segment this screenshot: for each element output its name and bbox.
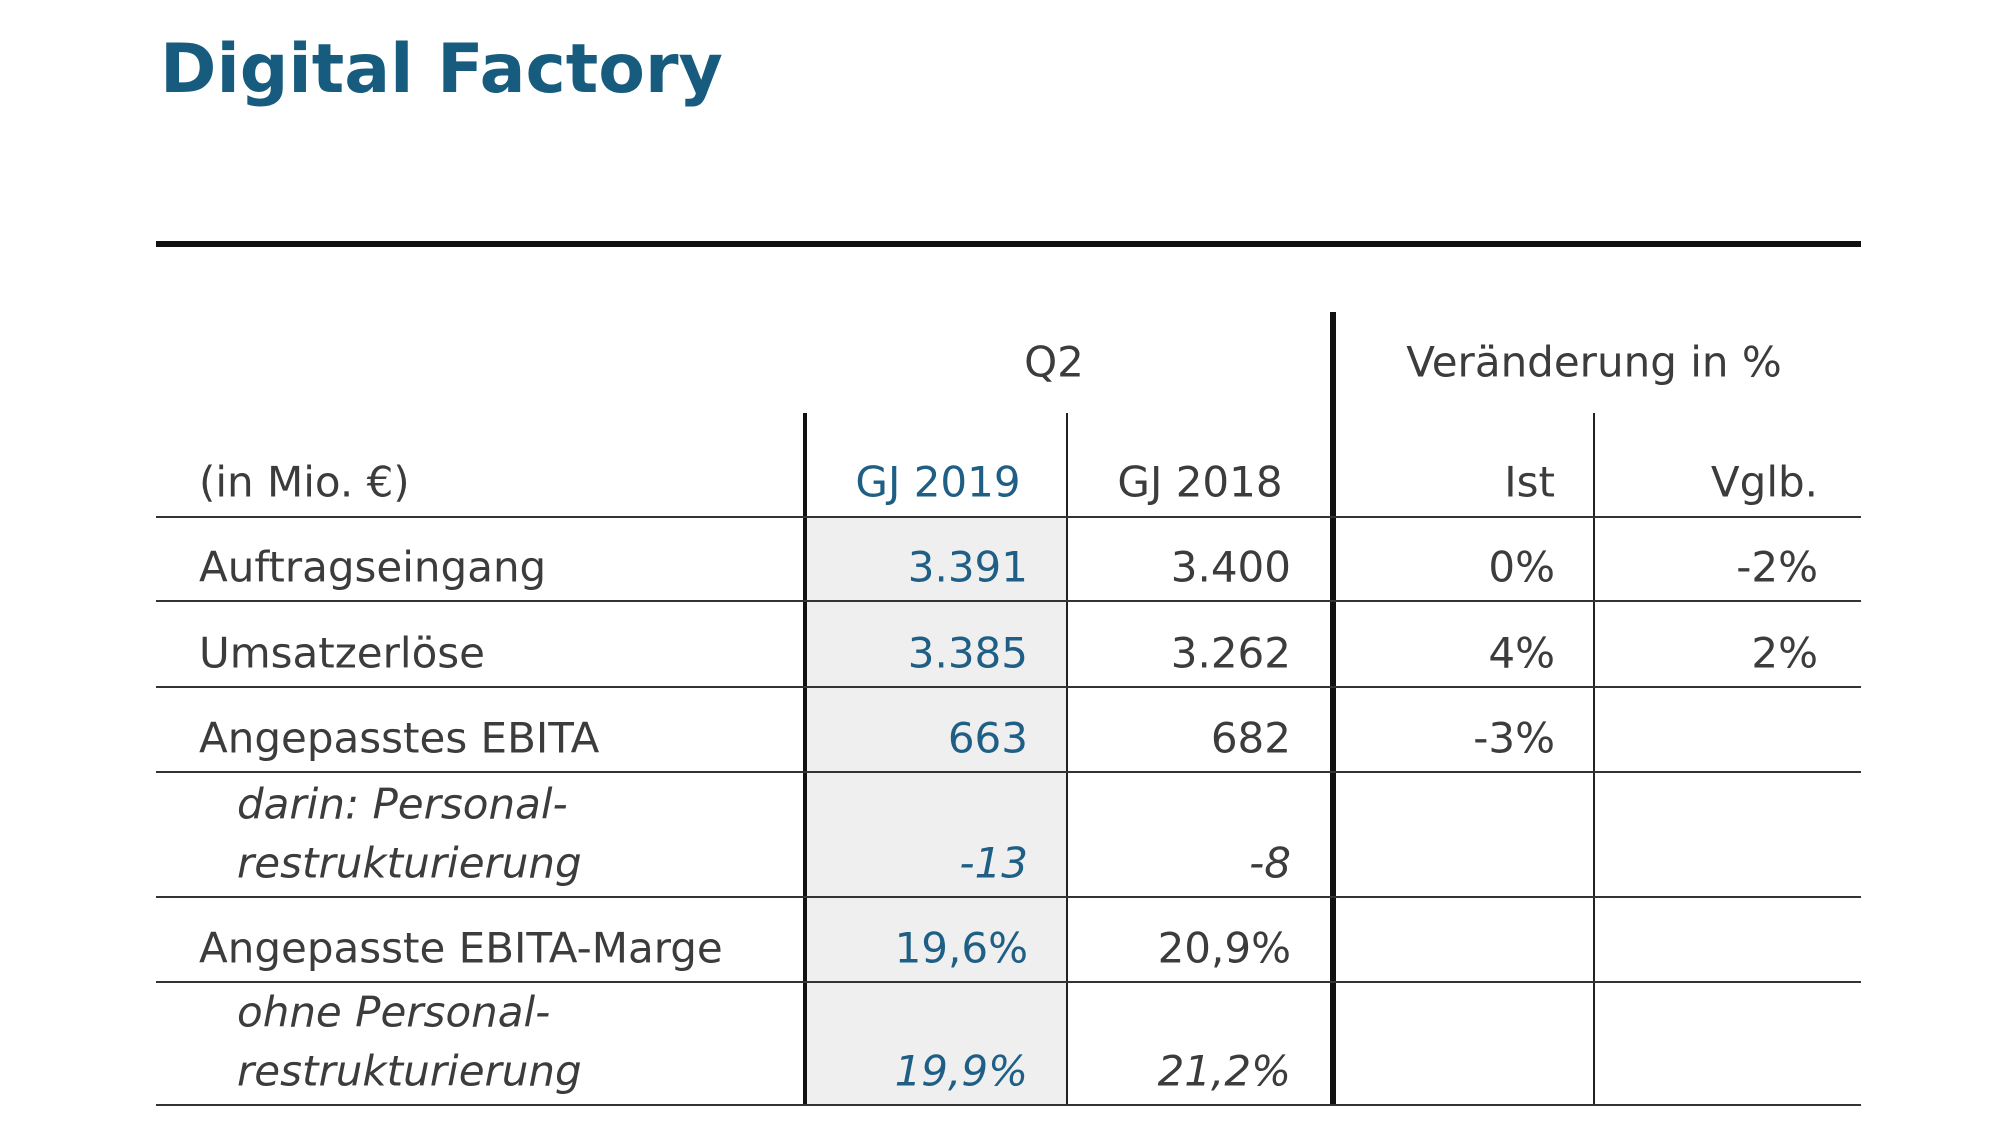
cell: 3.391 (908, 543, 1028, 592)
cell: -2% (1736, 543, 1818, 592)
cell: 663 (948, 714, 1028, 763)
cell: 3.385 (908, 629, 1028, 678)
cell: -8 (1249, 839, 1291, 888)
highlight-column (806, 517, 1066, 1105)
group-header: Q2 (1024, 338, 1084, 387)
cell: 20,9% (1158, 924, 1291, 973)
row-label: Angepasste EBITA-Marge (199, 924, 723, 973)
cell: 682 (1211, 714, 1291, 763)
cell: 21,2% (1158, 1047, 1291, 1096)
column-divider (1066, 413, 1068, 1105)
column-divider (803, 413, 807, 1105)
row-label: darin: Personal- (237, 780, 568, 829)
row-rule (156, 686, 1861, 688)
group-divider (1330, 312, 1336, 1105)
group-header: Veränderung in % (1406, 338, 1782, 387)
top-rule (156, 241, 1861, 247)
cell: 19,6% (895, 924, 1028, 973)
row-label: Auftragseingang (199, 543, 546, 592)
cell: 2% (1751, 629, 1818, 678)
cell: 3.262 (1171, 629, 1291, 678)
row-label: Angepasstes EBITA (199, 714, 600, 763)
cell: 4% (1488, 629, 1555, 678)
caption: (in Mio. €) (199, 458, 410, 507)
row-rule (156, 600, 1861, 602)
row-rule (156, 771, 1861, 773)
cell: 0% (1488, 543, 1555, 592)
cell: 3.400 (1171, 543, 1291, 592)
row-label: restrukturierung (237, 839, 582, 888)
row-label: restrukturierung (237, 1047, 582, 1096)
cell: 19,9% (895, 1047, 1028, 1096)
row-rule (156, 981, 1861, 983)
row-rule (156, 896, 1861, 898)
row-rule (156, 1104, 1861, 1106)
cell: -3% (1473, 714, 1555, 763)
row-rule (156, 516, 1861, 518)
row-label: ohne Personal- (237, 988, 550, 1037)
title: Digital Factory (160, 30, 723, 109)
row-label: Umsatzerlöse (199, 629, 485, 678)
column-header: GJ 2018 (1117, 458, 1282, 507)
column-header: Vglb. (1711, 458, 1818, 507)
cell: -13 (959, 839, 1028, 888)
column-divider (1593, 413, 1595, 1105)
column-header: GJ 2019 (855, 458, 1020, 507)
column-header: Ist (1504, 458, 1555, 507)
